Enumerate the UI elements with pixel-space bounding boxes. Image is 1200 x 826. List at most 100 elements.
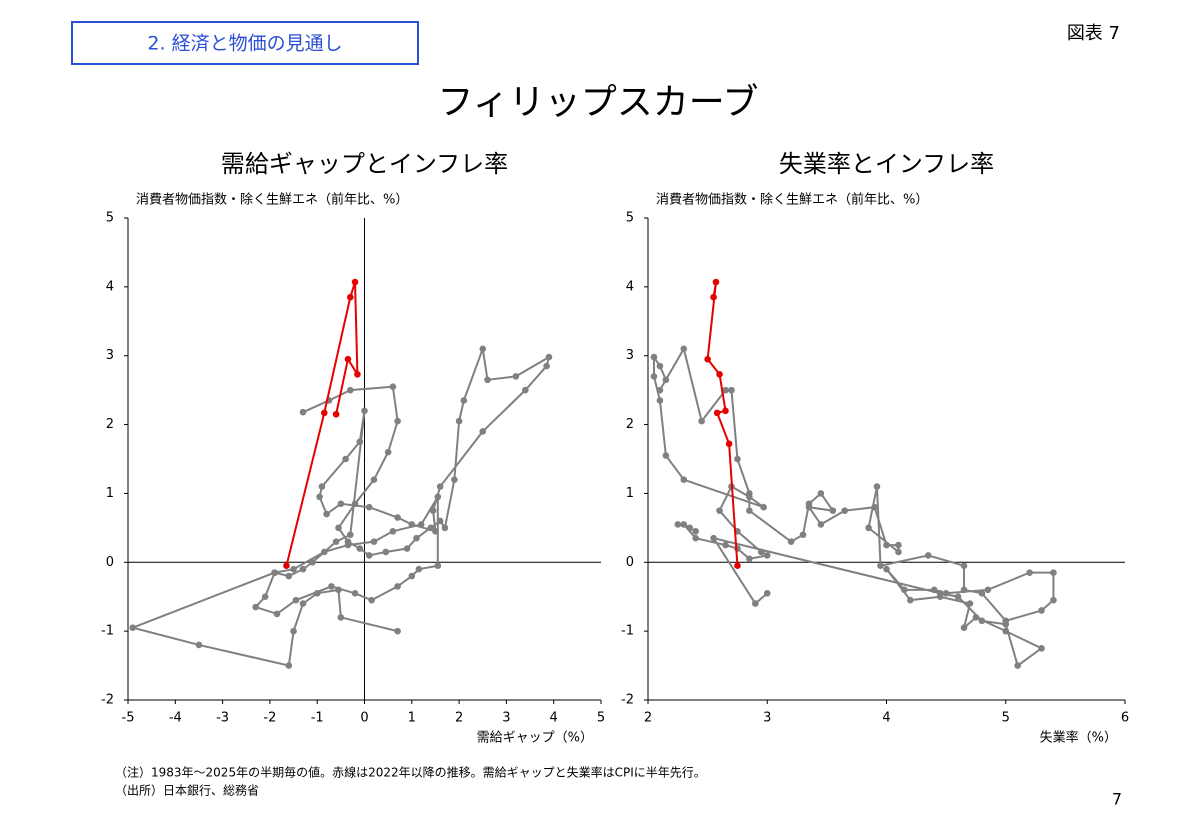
point: [1026, 569, 1033, 576]
point: [960, 624, 968, 631]
point: [384, 448, 392, 456]
point: [394, 514, 401, 521]
point: [347, 386, 354, 394]
point: [361, 407, 368, 415]
point: [698, 417, 705, 425]
point: [413, 534, 420, 542]
y-tick-label: 4: [626, 279, 634, 294]
point: [436, 483, 444, 490]
point: [728, 386, 735, 394]
x-axis-label: 失業率（%）: [1040, 730, 1117, 746]
point: [924, 552, 932, 559]
point: [342, 455, 349, 463]
y-tick-label: 3: [626, 348, 634, 363]
chart-title: 需給ギャップとインフレ率: [221, 150, 508, 178]
series-line: [706, 281, 739, 566]
point: [252, 603, 260, 611]
point: [895, 541, 902, 549]
point: [320, 548, 328, 556]
y-tick-label: 0: [106, 555, 114, 570]
point: [716, 371, 723, 378]
point: [746, 555, 753, 563]
point: [650, 353, 658, 361]
point: [662, 452, 670, 459]
y-tick-label: -1: [101, 624, 114, 639]
x-tick-label: 5: [597, 711, 605, 726]
point: [545, 353, 553, 361]
point: [351, 589, 359, 597]
point: [543, 362, 550, 370]
x-axis-label: 需給ギャップ（%）: [477, 731, 593, 746]
point: [1038, 645, 1045, 652]
point: [455, 417, 463, 425]
point: [713, 409, 721, 417]
point: [960, 562, 968, 570]
y-tick-label: -2: [101, 693, 114, 708]
y-tick-label: 5: [106, 211, 114, 226]
point: [656, 362, 664, 370]
y-tick-label: 2: [106, 417, 114, 432]
point: [323, 510, 330, 518]
point: [299, 408, 307, 416]
point: [722, 407, 729, 415]
point: [273, 610, 281, 618]
point: [285, 662, 293, 669]
point: [871, 503, 878, 511]
point: [522, 386, 529, 394]
point: [484, 376, 491, 384]
point: [332, 538, 340, 545]
point: [328, 583, 335, 590]
point: [292, 596, 300, 604]
point: [942, 589, 950, 597]
x-tick-label: 6: [1121, 711, 1129, 726]
y-tick-label: 2: [626, 417, 634, 432]
x-tick-label: 2: [455, 711, 463, 726]
point: [436, 517, 444, 525]
point: [716, 507, 723, 514]
point: [1050, 596, 1057, 604]
section-box: [71, 21, 419, 65]
point: [290, 627, 297, 635]
x-tick-label: 2: [644, 711, 652, 726]
x-tick-label: -5: [122, 711, 135, 726]
point: [746, 490, 753, 497]
point: [662, 376, 670, 384]
point: [370, 538, 378, 545]
y-tick-label: 5: [626, 211, 634, 226]
point: [734, 562, 741, 570]
point: [787, 538, 795, 545]
x-tick-label: 4: [550, 711, 558, 726]
point: [650, 373, 658, 380]
point: [817, 521, 825, 528]
point: [954, 593, 962, 601]
y-axis-label: 消費者物価指数・除く生鮮エネ（前年比、%）: [136, 192, 408, 208]
x-tick-label: 3: [763, 711, 771, 726]
point: [351, 278, 359, 286]
point: [1002, 627, 1010, 635]
point: [408, 572, 416, 580]
point: [984, 586, 992, 594]
point: [763, 589, 771, 597]
point: [746, 507, 753, 514]
note: （注）1983年～2025年の半期毎の値。赤線は2022年以降の推移。需給ギャッ…: [115, 765, 706, 780]
point: [195, 641, 203, 649]
y-tick-label: 0: [626, 555, 634, 570]
point: [335, 586, 342, 594]
point: [841, 507, 849, 514]
point: [415, 565, 423, 573]
series-line: [285, 281, 359, 566]
point: [901, 586, 908, 594]
point: [427, 524, 435, 532]
y-axis-label: 消費者物価指数・除く生鮮エネ（前年比、%）: [656, 192, 928, 208]
point: [261, 593, 269, 601]
point: [351, 500, 359, 508]
point: [805, 503, 813, 511]
point: [877, 562, 884, 570]
point: [656, 397, 664, 404]
point: [883, 541, 890, 549]
y-tick-label: -2: [621, 693, 634, 708]
point: [883, 565, 890, 573]
point: [451, 476, 458, 483]
